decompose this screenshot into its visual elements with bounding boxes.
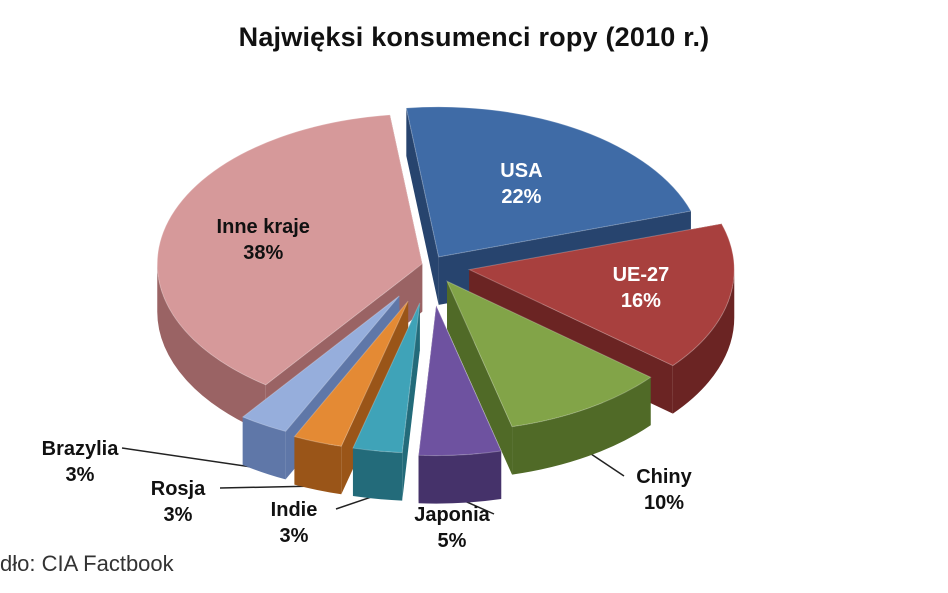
slice-name: Inne kraje	[216, 216, 310, 239]
pie-slice-side	[672, 269, 735, 414]
pie-slice-chiny	[446, 280, 652, 475]
slice-value: 3%	[279, 525, 309, 547]
slice-value: 10%	[643, 492, 685, 514]
chart-title: Najwięksi konsumenci ropy (2010 r.)	[238, 22, 710, 52]
slice-name: UE-27	[612, 264, 670, 287]
slice-name: Japonia	[414, 504, 490, 526]
slice-label-rosja: Rosja 3%	[151, 476, 205, 528]
leader-line-chiny	[587, 451, 625, 477]
slice-label-brazylia: Brazylia 3%	[42, 436, 119, 488]
pie-slice-side	[294, 436, 342, 495]
slice-label-indie: Indie 3%	[271, 497, 318, 549]
pie-slice-side	[352, 448, 403, 501]
pie-slice-top	[467, 223, 735, 367]
slice-label-japonia: Japonia 5%	[414, 502, 490, 554]
slice-value: 3%	[163, 504, 193, 526]
slice-name: Chiny	[636, 466, 692, 488]
slice-label-inne-kraje: Inne kraje 38%	[217, 214, 310, 266]
pie-slice-wall	[447, 281, 513, 475]
slice-value: 16%	[620, 290, 661, 313]
slice-label-usa: USA 22%	[500, 158, 542, 210]
pie-slice-side	[242, 416, 286, 480]
slice-label-ue-27: UE-27 16%	[613, 262, 670, 314]
pie-slice-side	[418, 451, 502, 504]
pie-slice-side	[512, 377, 651, 475]
slice-label-chiny: Chiny 10%	[636, 464, 692, 516]
pie-slice-top	[418, 303, 502, 457]
pie-slice-top	[446, 280, 652, 428]
slice-value: 3%	[65, 464, 95, 486]
slice-name: Brazylia	[41, 438, 119, 460]
pie-slice-side	[157, 263, 266, 433]
leader-line-brazylia	[121, 447, 264, 470]
slice-name: Indie	[270, 499, 318, 521]
leader-line-rosja	[219, 485, 318, 489]
pie-slice-top	[156, 114, 423, 386]
slice-value: 5%	[437, 530, 467, 552]
slice-value: 38%	[243, 242, 284, 265]
pie-slice-indie	[352, 302, 421, 501]
slice-name: USA	[500, 159, 543, 182]
pie-slice-rosja	[293, 300, 409, 495]
slice-name: Rosja	[150, 478, 206, 500]
pie-slice-top	[293, 300, 409, 447]
pie-slice-wall	[406, 108, 439, 305]
pie-slice-top	[405, 106, 692, 258]
source-note: dło: CIA Factbook	[0, 551, 174, 576]
pie-slice-japonia	[418, 303, 502, 504]
slice-value: 22%	[501, 185, 542, 208]
pie-slice-top	[241, 295, 400, 432]
slice-layer	[156, 106, 735, 504]
pie-slice-top	[352, 302, 421, 454]
